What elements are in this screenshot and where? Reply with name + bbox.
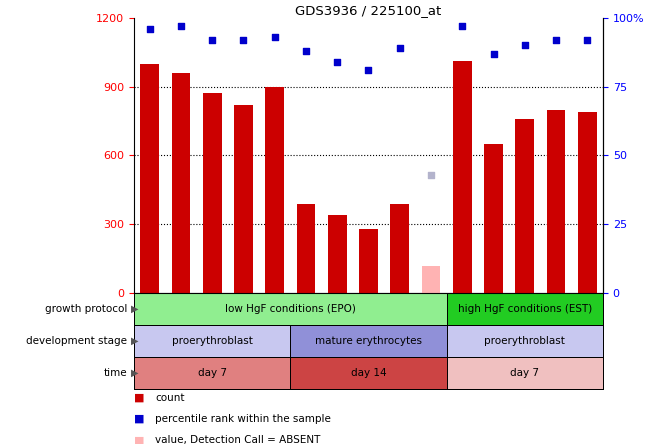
Bar bbox=[359, 229, 378, 293]
Point bbox=[207, 36, 218, 44]
Point bbox=[488, 50, 499, 57]
Text: proerythroblast: proerythroblast bbox=[484, 336, 565, 346]
Point bbox=[332, 58, 342, 65]
Bar bbox=[578, 112, 597, 293]
Bar bbox=[515, 119, 534, 293]
Text: count: count bbox=[155, 393, 185, 403]
Text: growth protocol: growth protocol bbox=[45, 304, 127, 314]
Bar bbox=[203, 94, 222, 293]
Point bbox=[551, 36, 561, 44]
Bar bbox=[421, 266, 440, 293]
Bar bbox=[484, 144, 503, 293]
Bar bbox=[290, 357, 447, 389]
Text: ■: ■ bbox=[134, 414, 145, 424]
Text: day 7: day 7 bbox=[511, 368, 539, 378]
Point bbox=[269, 33, 280, 40]
Text: low HgF conditions (EPO): low HgF conditions (EPO) bbox=[225, 304, 356, 314]
Text: value, Detection Call = ABSENT: value, Detection Call = ABSENT bbox=[155, 436, 321, 444]
Text: high HgF conditions (EST): high HgF conditions (EST) bbox=[458, 304, 592, 314]
Text: percentile rank within the sample: percentile rank within the sample bbox=[155, 414, 331, 424]
Bar bbox=[547, 110, 565, 293]
Bar bbox=[447, 325, 603, 357]
Text: ■: ■ bbox=[134, 393, 145, 403]
Text: ▶: ▶ bbox=[131, 304, 138, 314]
Text: time: time bbox=[104, 368, 127, 378]
Bar bbox=[447, 357, 603, 389]
Bar bbox=[172, 73, 190, 293]
Text: development stage: development stage bbox=[26, 336, 127, 346]
Bar bbox=[134, 325, 290, 357]
Point bbox=[582, 36, 593, 44]
Text: day 7: day 7 bbox=[198, 368, 226, 378]
Point bbox=[176, 23, 186, 30]
Bar bbox=[265, 87, 284, 293]
Text: ▶: ▶ bbox=[131, 336, 138, 346]
Point bbox=[457, 23, 468, 30]
Bar bbox=[234, 105, 253, 293]
Bar bbox=[453, 61, 472, 293]
Point bbox=[363, 67, 374, 74]
Text: ▶: ▶ bbox=[131, 368, 138, 378]
Point bbox=[238, 36, 249, 44]
Point bbox=[395, 44, 405, 52]
Point bbox=[425, 171, 436, 178]
Point bbox=[301, 47, 312, 54]
Bar bbox=[134, 357, 290, 389]
Bar bbox=[297, 203, 316, 293]
Bar bbox=[391, 203, 409, 293]
Bar bbox=[447, 293, 603, 325]
Title: GDS3936 / 225100_at: GDS3936 / 225100_at bbox=[295, 4, 442, 16]
Text: mature erythrocytes: mature erythrocytes bbox=[315, 336, 422, 346]
Text: proerythroblast: proerythroblast bbox=[172, 336, 253, 346]
Bar bbox=[134, 293, 447, 325]
Text: day 14: day 14 bbox=[350, 368, 387, 378]
Text: ■: ■ bbox=[134, 436, 145, 444]
Bar bbox=[140, 63, 159, 293]
Point bbox=[144, 25, 155, 32]
Point bbox=[519, 42, 530, 49]
Bar bbox=[328, 215, 346, 293]
Bar bbox=[290, 325, 447, 357]
